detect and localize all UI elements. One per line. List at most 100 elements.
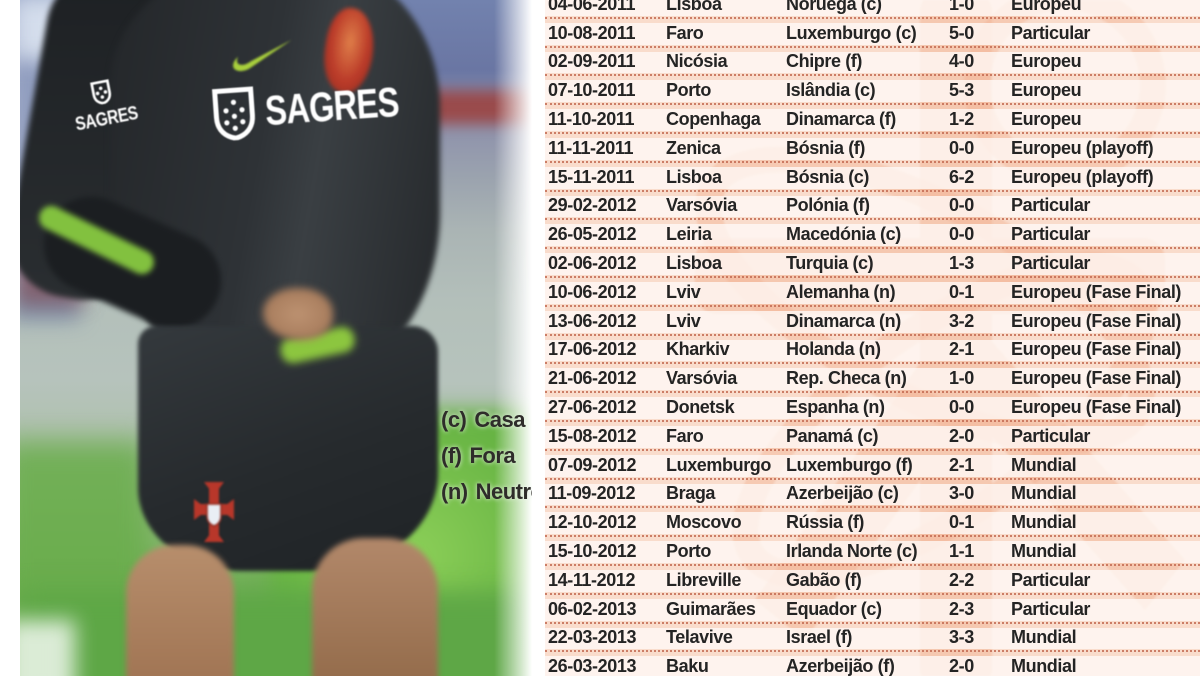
row-divider (545, 189, 1200, 192)
row-cells: 14-11-2012 Libreville Gabão (f) 2-2 Part… (545, 566, 1200, 595)
cell-venue: Varsóvia (666, 195, 737, 216)
cell-competition: Mundial (1011, 627, 1077, 648)
table-row: 26-05-2012 Leiria Macedónia (c) 0-0 Part… (545, 220, 1200, 250)
cell-competition: Mundial (1011, 656, 1077, 676)
row-cells: 15-10-2012 Porto Irlanda Norte (c) 1-1 M… (545, 537, 1200, 566)
table-row: 13-06-2012 Lviv Dinamarca (n) 3-2 Europe… (545, 307, 1200, 336)
cell-venue: Porto (666, 80, 711, 101)
cell-opponent: Dinamarca (f) (786, 109, 896, 130)
shorts (138, 326, 438, 571)
row-band (545, 425, 1200, 448)
table-row: 15-10-2012 Porto Irlanda Norte (c) 1-1 M… (545, 537, 1200, 566)
legend-label: Casa (474, 407, 525, 432)
cell-opponent: Chipre (f) (786, 51, 862, 72)
row-band (545, 109, 1200, 131)
row-divider (545, 45, 1200, 48)
cell-competition: Particular (1011, 253, 1091, 274)
cell-date: 07-10-2011 (548, 80, 636, 101)
photo-white-corner (20, 620, 75, 676)
cell-score: 2-2 (949, 569, 974, 590)
cell-score: 0-1 (949, 281, 974, 302)
row-band (545, 512, 1200, 535)
cell-competition: Europeu (Fase Final) (1011, 397, 1182, 418)
cell-date: 26-05-2012 (548, 224, 637, 245)
row-cells: 11-09-2012 Braga Azerbeijão (c) 3-0 Mund… (545, 480, 1200, 509)
table-row: 04-06-2011 Lisboa Noruega (c) 1-0 Europe… (545, 0, 1200, 19)
row-band (545, 454, 1200, 477)
row-divider (545, 650, 1200, 653)
row-band (545, 0, 1200, 16)
row-divider (545, 362, 1200, 365)
cell-opponent: Espanha (n) (786, 397, 885, 418)
row-cells: 12-10-2012 Moscovo Rússia (f) 0-1 Mundia… (545, 508, 1200, 537)
cell-competition: Europeu (Fase Final) (1011, 339, 1182, 360)
results-table: 04-06-2011 Lisboa Noruega (c) 1-0 Europe… (545, 0, 1200, 676)
cell-date: 07-09-2012 (548, 454, 637, 475)
table-row: 29-02-2012 Varsóvia Polónia (f) 0-0 Part… (545, 192, 1200, 221)
row-cells: 22-03-2013 Telavive Israel (f) 3-3 Mundi… (545, 624, 1200, 653)
cell-score: 5-0 (949, 22, 974, 43)
cell-date: 10-08-2011 (548, 22, 636, 43)
cell-date: 11-11-2011 (548, 137, 634, 158)
legend-key: (f) (441, 443, 462, 468)
row-cells: 10-06-2012 Lviv Alemanha (n) 0-1 Europeu… (545, 278, 1200, 307)
table-row: 07-09-2012 Luxemburgo Luxemburgo (f) 2-1… (545, 451, 1200, 480)
cell-date: 12-10-2012 (548, 512, 637, 533)
cell-opponent: Macedónia (c) (786, 224, 901, 245)
row-cells: 11-11-2011 Zenica Bósnia (f) 0-0 Europeu… (545, 134, 1200, 163)
chest-sponsor: SAGRES (210, 72, 438, 142)
row-divider (545, 103, 1200, 106)
row-band (545, 166, 1200, 189)
row-cells: 02-06-2012 Lisboa Turquia (c) 1-3 Partic… (545, 249, 1200, 278)
row-cells: 15-11-2011 Lisboa Bósnia (c) 6-2 Europeu… (545, 163, 1200, 192)
row-band (545, 569, 1200, 592)
cell-opponent: Irlanda Norte (c) (786, 541, 918, 562)
row-cells: 17-06-2012 Kharkiv Holanda (n) 2-1 Europ… (545, 336, 1200, 365)
cell-competition: Particular (1011, 425, 1091, 446)
cell-venue: Faro (666, 22, 704, 43)
cell-score: 6-2 (949, 166, 974, 187)
cell-competition: Particular (1011, 22, 1091, 43)
cell-score: 2-1 (949, 454, 974, 475)
cell-venue: Moscovo (666, 512, 742, 533)
cell-venue: Lisboa (666, 0, 722, 14)
cell-competition: Europeu (playoff) (1011, 166, 1154, 187)
cell-venue: Faro (666, 425, 704, 446)
row-divider (545, 419, 1200, 422)
row-band (545, 656, 1200, 676)
table-row: 11-11-2011 Zenica Bósnia (f) 0-0 Europeu… (545, 134, 1200, 163)
table-row: 17-06-2012 Kharkiv Holanda (n) 2-1 Europ… (545, 336, 1200, 365)
cell-competition: Particular (1011, 195, 1091, 216)
cell-score: 1-2 (949, 109, 974, 130)
cell-venue: Lisboa (666, 166, 722, 187)
row-divider (545, 448, 1200, 451)
cell-venue: Braga (666, 483, 716, 504)
row-divider (545, 16, 1200, 19)
cell-date: 02-06-2012 (548, 253, 637, 274)
cell-venue: Leiria (666, 224, 712, 245)
cell-score: 2-1 (949, 339, 974, 360)
cell-score: 3-0 (949, 483, 974, 504)
cell-score: 4-0 (949, 51, 974, 72)
cell-date: 22-03-2013 (548, 627, 637, 648)
cell-opponent: Azerbeijão (f) (786, 656, 895, 676)
cell-competition: Mundial (1011, 512, 1077, 533)
cell-opponent: Luxemburgo (c) (786, 22, 917, 43)
row-cells: 11-10-2011 Copenhaga Dinamarca (f) 1-2 E… (545, 105, 1200, 134)
cell-date: 11-09-2012 (548, 483, 636, 504)
cell-opponent: Islândia (c) (786, 80, 876, 101)
row-divider (545, 275, 1200, 278)
cell-date: 06-02-2013 (548, 598, 637, 619)
row-band (545, 22, 1200, 45)
row-band (545, 627, 1200, 650)
table-row: 02-09-2011 Nicósia Chipre (f) 4-0 Europe… (545, 48, 1200, 77)
cell-competition: Europeu (playoff) (1011, 137, 1154, 158)
cell-date: 02-09-2011 (548, 51, 636, 72)
row-divider (545, 218, 1200, 221)
cell-score: 3-3 (949, 627, 974, 648)
cell-date: 29-02-2012 (548, 195, 637, 216)
cell-opponent: Polónia (f) (786, 195, 870, 216)
legend: (c) Casa (f) Fora (n) Neutro (441, 402, 532, 510)
cell-venue: Lviv (666, 281, 701, 302)
